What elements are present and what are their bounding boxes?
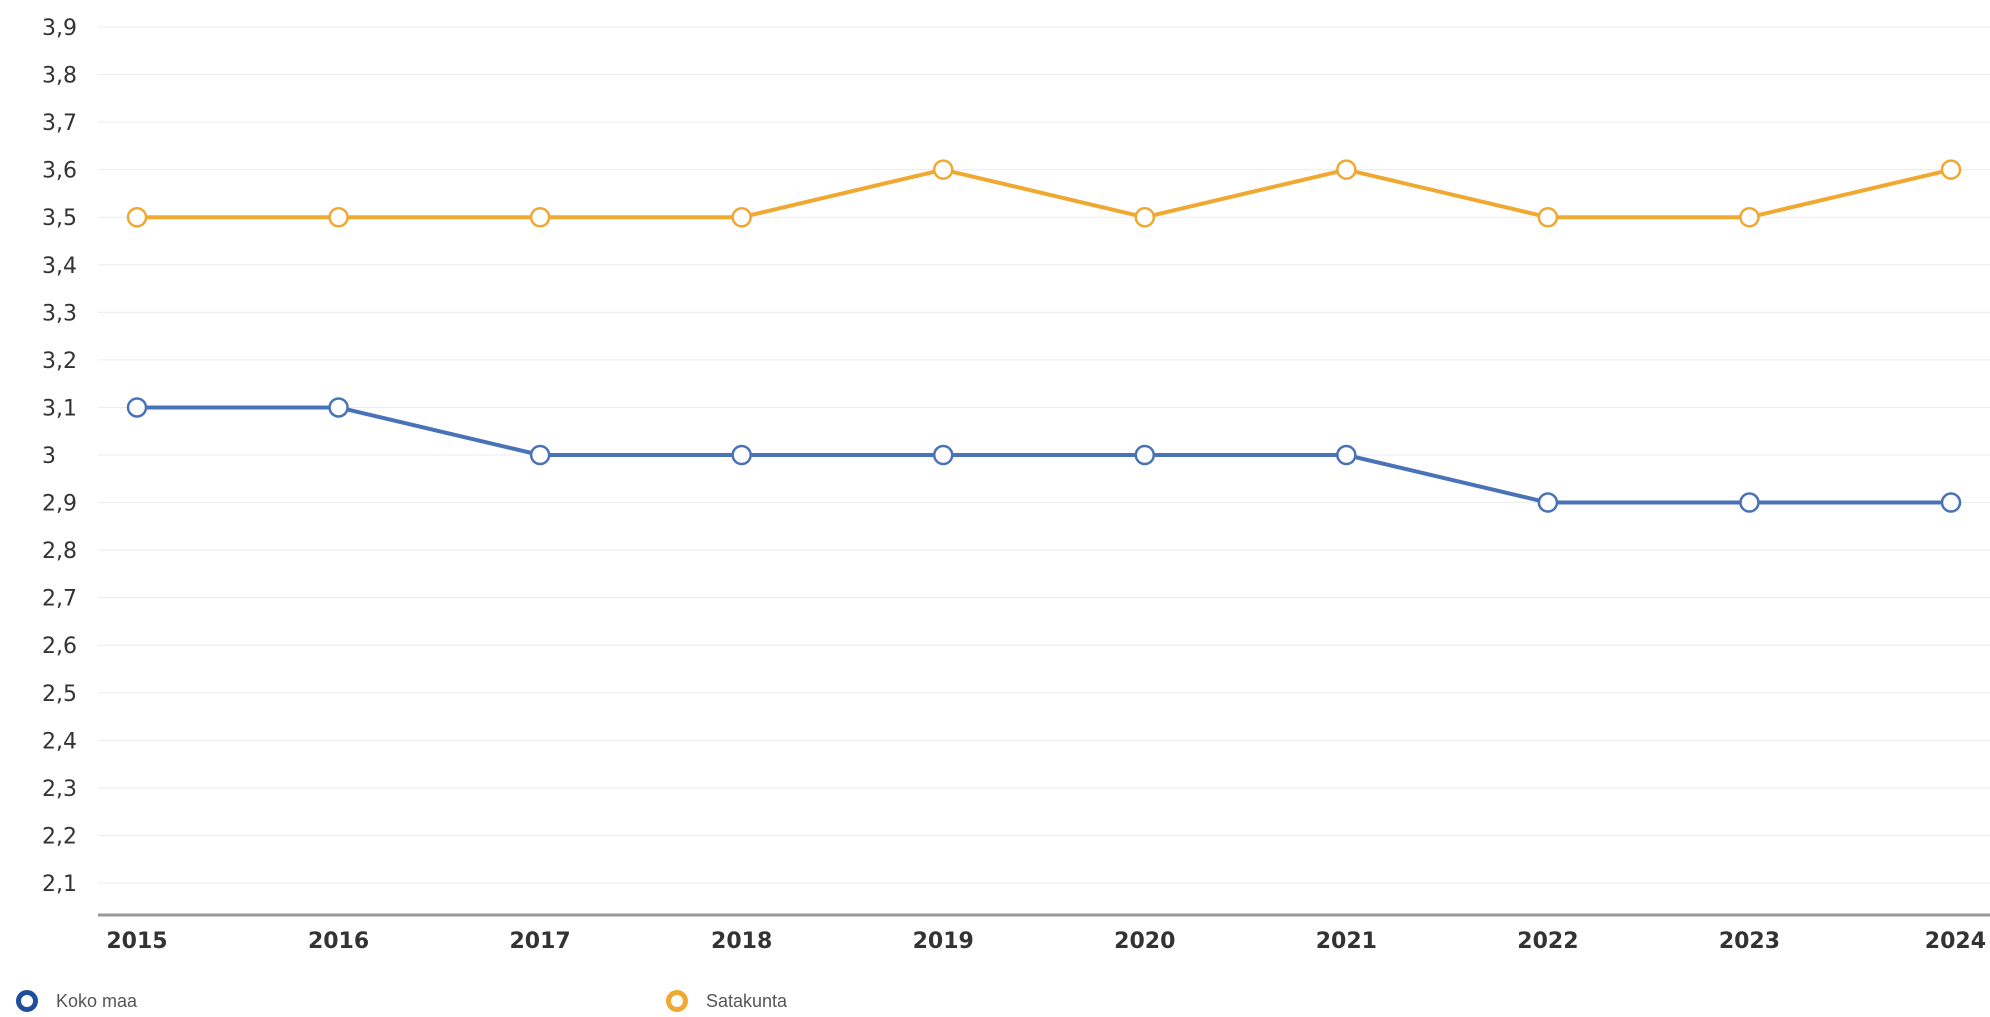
y-tick-label: 2,5: [42, 682, 77, 707]
legend-marker-icon: [16, 990, 38, 1012]
grid-lines: [98, 26, 1990, 884]
data-point[interactable]: [328, 397, 349, 418]
legend: Koko maa Satakunta: [0, 986, 1990, 1016]
y-tick-label: 3,2: [42, 349, 77, 374]
x-tick-label: 2017: [509, 929, 570, 954]
y-tick-label: 3,5: [42, 206, 77, 231]
legend-marker-icon: [666, 990, 688, 1012]
x-tick-label: 2021: [1316, 929, 1377, 954]
y-tick-label: 3: [42, 444, 56, 469]
data-point[interactable]: [1739, 206, 1760, 228]
data-point[interactable]: [529, 206, 551, 228]
data-point[interactable]: [932, 444, 954, 466]
x-tick-label: 2016: [308, 929, 369, 954]
x-tick-label: 2019: [913, 929, 974, 954]
series-layer: [126, 159, 1962, 513]
series-koko-maa: [126, 397, 1962, 513]
series-satakunta: [126, 159, 1962, 228]
data-point[interactable]: [1336, 444, 1357, 466]
series-line: [137, 167, 1952, 220]
y-tick-label: 3,6: [42, 159, 77, 184]
legend-item-koko-maa[interactable]: Koko maa: [16, 986, 137, 1016]
y-tick-label: 2,4: [42, 729, 77, 754]
data-point[interactable]: [1134, 444, 1156, 466]
y-tick-label: 3,8: [42, 64, 77, 89]
data-point[interactable]: [1336, 159, 1357, 180]
legend-item-satakunta[interactable]: Satakunta: [666, 986, 787, 1016]
legend-label: Koko maa: [56, 990, 138, 1011]
x-tick-label: 2022: [1517, 929, 1578, 954]
y-tick-label: 3,4: [42, 254, 77, 279]
data-point[interactable]: [1134, 206, 1156, 228]
x-tick-label: 2023: [1719, 929, 1780, 954]
data-point[interactable]: [328, 206, 349, 228]
y-tick-label: 2,6: [42, 634, 77, 659]
y-tick-label: 3,9: [42, 16, 77, 41]
x-tick-label: 2018: [711, 929, 772, 954]
y-tick-label: 2,9: [42, 492, 77, 517]
data-point[interactable]: [1940, 492, 1962, 513]
series-line: [137, 405, 1951, 505]
data-point[interactable]: [529, 444, 551, 466]
data-point[interactable]: [1537, 206, 1559, 228]
data-point[interactable]: [1940, 159, 1962, 180]
y-axis-ticks: 3,9 3,8 3,7 3,6 3,5 3,4 3,3 3,2 3,1 3 2,9 2,8 2,7 2,6…: [42, 16, 77, 897]
data-point[interactable]: [126, 397, 148, 418]
x-tick-label: 2024: [1925, 929, 1986, 954]
data-point[interactable]: [126, 206, 148, 228]
y-tick-label: 3,1: [42, 396, 77, 421]
x-axis-ticks: 2015 2016 2017 2018 2019 2020 2021 2022 2023 2024: [106, 929, 1986, 954]
legend-label: Satakunta: [706, 990, 788, 1011]
data-point[interactable]: [731, 206, 752, 228]
data-point[interactable]: [1739, 492, 1760, 513]
x-tick-label: 2020: [1114, 929, 1175, 954]
y-tick-label: 3,7: [42, 111, 77, 136]
y-tick-label: 3,3: [42, 301, 77, 326]
y-tick-label: 2,1: [42, 872, 77, 897]
data-point[interactable]: [1537, 492, 1559, 513]
y-tick-label: 2,7: [42, 587, 77, 612]
y-tick-label: 2,3: [42, 777, 77, 802]
x-tick-label: 2015: [106, 929, 167, 954]
y-tick-label: 2,8: [42, 539, 77, 564]
y-tick-label: 2,2: [42, 824, 77, 849]
data-point[interactable]: [932, 159, 954, 180]
data-point[interactable]: [731, 444, 752, 466]
